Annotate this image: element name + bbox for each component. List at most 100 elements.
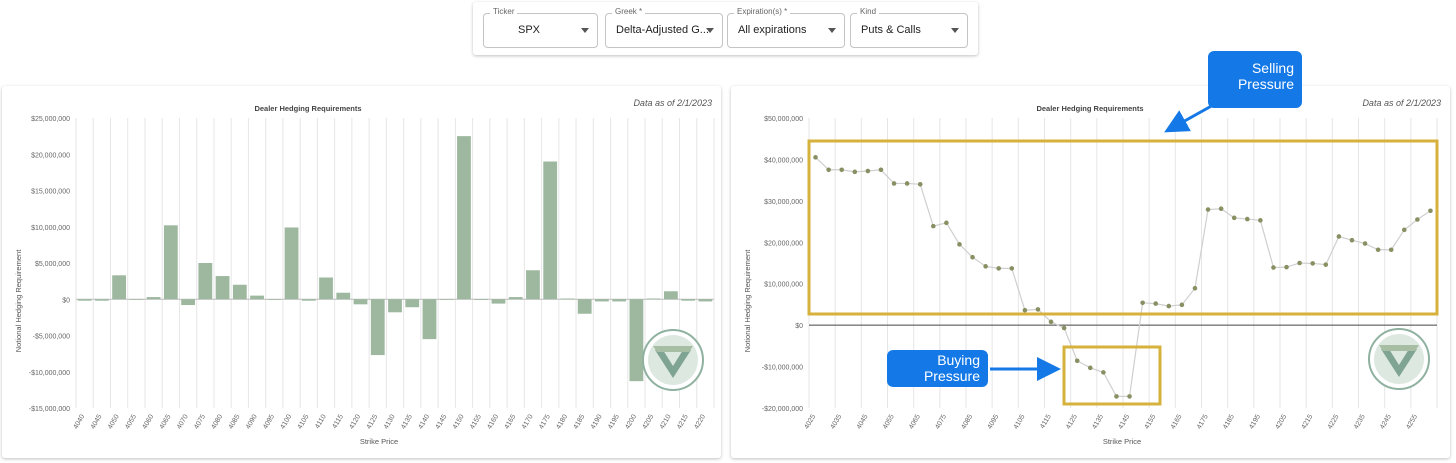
bar[interactable] — [422, 299, 437, 340]
bar[interactable] — [181, 299, 195, 306]
data-point[interactable] — [1127, 394, 1132, 399]
bar[interactable] — [232, 284, 247, 300]
bar[interactable] — [439, 299, 454, 300]
data-point[interactable] — [1205, 207, 1211, 212]
y-tick-label: $30,000,000 — [764, 199, 803, 206]
data-point[interactable] — [852, 169, 858, 175]
data-point[interactable] — [865, 168, 871, 174]
bar[interactable] — [129, 299, 144, 300]
data-point[interactable] — [826, 167, 831, 173]
bar[interactable] — [612, 299, 627, 302]
y-tick-label: -$20,000,000 — [762, 406, 803, 413]
bar[interactable] — [681, 299, 696, 301]
data-point[interactable] — [1192, 285, 1198, 291]
bar[interactable] — [629, 299, 644, 382]
data-point[interactable] — [1074, 358, 1080, 364]
x-tick-label: 4220 — [693, 413, 707, 430]
bar[interactable] — [215, 276, 230, 300]
data-point[interactable] — [813, 155, 818, 160]
bar[interactable] — [146, 297, 161, 300]
x-tick-label: 4155 — [1144, 413, 1158, 430]
greek-select[interactable]: Greek * Delta-Adjusted G... — [605, 7, 723, 48]
data-point[interactable] — [1244, 216, 1250, 222]
data-point[interactable] — [904, 181, 910, 186]
bar[interactable] — [163, 225, 178, 300]
data-point[interactable] — [1271, 265, 1276, 270]
data-point[interactable] — [1388, 247, 1394, 253]
data-point[interactable] — [1061, 325, 1067, 331]
bar[interactable] — [405, 299, 420, 308]
data-point[interactable] — [970, 254, 975, 260]
bar[interactable] — [370, 299, 385, 356]
y-tick-label: $10,000,000 — [31, 225, 70, 232]
bar[interactable] — [94, 299, 109, 301]
bar[interactable] — [353, 299, 368, 305]
data-point[interactable] — [1009, 266, 1015, 271]
data-point[interactable] — [1375, 247, 1381, 253]
y-tick-label: $20,000,000 — [764, 240, 803, 247]
kind-select[interactable]: Kind Puts & Calls — [850, 7, 968, 48]
bar[interactable] — [336, 292, 351, 300]
bar[interactable] — [526, 270, 540, 300]
x-tick-label: 4055 — [882, 413, 896, 430]
x-tick-label: 4170 — [521, 413, 535, 430]
data-point[interactable] — [891, 181, 897, 186]
bar[interactable] — [457, 136, 471, 300]
bar[interactable] — [560, 298, 575, 300]
bar[interactable] — [595, 299, 609, 302]
bar[interactable] — [250, 295, 264, 300]
bar[interactable] — [284, 227, 299, 300]
data-point[interactable] — [957, 242, 962, 247]
x-tick-label: 4115 — [331, 413, 345, 430]
data-point[interactable] — [1336, 234, 1342, 239]
bar[interactable] — [646, 298, 661, 300]
expiration-select[interactable]: Expiration(s) * All expirations — [727, 7, 845, 48]
data-point[interactable] — [1297, 260, 1302, 266]
bar[interactable] — [577, 299, 592, 314]
data-point[interactable] — [1310, 261, 1316, 266]
data-point[interactable] — [996, 266, 1002, 271]
bar[interactable] — [388, 299, 402, 313]
data-point[interactable] — [1349, 237, 1355, 243]
data-point[interactable] — [878, 167, 884, 173]
data-point[interactable] — [1415, 217, 1420, 222]
data-point[interactable] — [1362, 241, 1368, 246]
data-point[interactable] — [1035, 307, 1041, 312]
data-point[interactable] — [1022, 307, 1028, 313]
ticker-select[interactable]: Ticker SPX — [483, 7, 598, 48]
bar[interactable] — [474, 299, 489, 300]
bar[interactable] — [508, 297, 523, 300]
x-tick-label: 4135 — [1091, 413, 1105, 430]
data-point[interactable] — [944, 220, 949, 226]
bar[interactable] — [491, 299, 506, 304]
data-point[interactable] — [1153, 301, 1159, 306]
data-point[interactable] — [1284, 264, 1289, 270]
data-point[interactable] — [1166, 303, 1172, 309]
bar[interactable] — [77, 299, 92, 301]
data-point[interactable] — [983, 264, 988, 269]
data-point[interactable] — [839, 167, 845, 173]
data-point[interactable] — [1140, 300, 1145, 306]
data-point[interactable] — [1323, 262, 1329, 267]
data-point[interactable] — [1258, 218, 1263, 223]
data-point[interactable] — [1101, 370, 1106, 375]
bar[interactable] — [543, 161, 558, 300]
data-point[interactable] — [1428, 208, 1433, 214]
data-point[interactable] — [1231, 215, 1237, 221]
data-point[interactable] — [917, 181, 923, 187]
data-point[interactable] — [1218, 206, 1224, 212]
data-point[interactable] — [930, 223, 936, 229]
bar[interactable] — [698, 299, 713, 302]
bar[interactable] — [198, 263, 213, 300]
bar[interactable] — [319, 277, 333, 300]
data-point[interactable] — [1179, 302, 1185, 308]
data-point[interactable] — [1401, 227, 1407, 233]
bar[interactable] — [663, 291, 678, 300]
bar[interactable] — [267, 299, 282, 300]
bar[interactable] — [301, 299, 316, 301]
bar[interactable] — [112, 275, 127, 300]
data-point[interactable] — [1087, 365, 1093, 371]
data-point[interactable] — [1114, 394, 1119, 399]
data-point[interactable] — [1048, 319, 1054, 325]
x-tick-label: 4120 — [348, 413, 362, 430]
